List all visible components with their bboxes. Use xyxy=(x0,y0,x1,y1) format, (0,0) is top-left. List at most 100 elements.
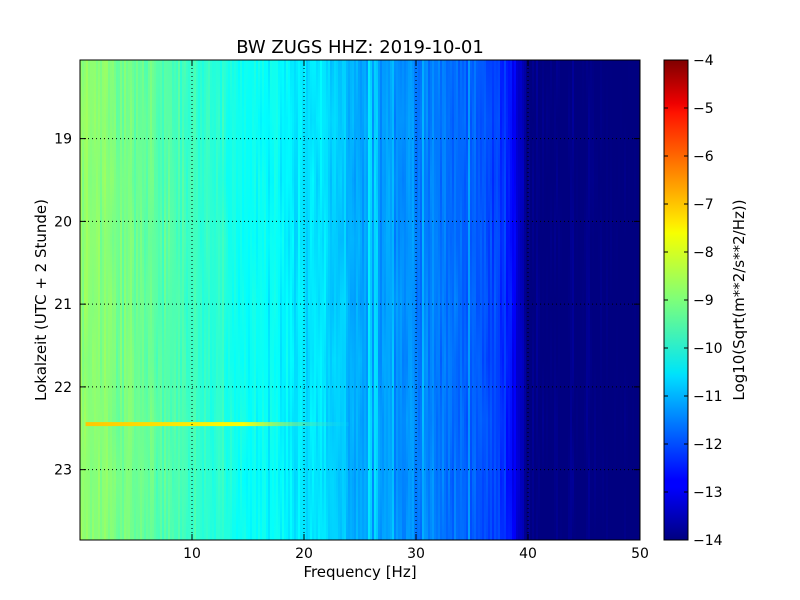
heatmap-strip xyxy=(544,60,547,540)
transient-event xyxy=(85,422,349,427)
heatmap-strip xyxy=(616,60,619,540)
heatmap-strip xyxy=(466,60,469,540)
heatmap-strip xyxy=(224,60,227,540)
chart-title: BW ZUGS HHZ: 2019-10-01 xyxy=(236,37,484,58)
heatmap-strip xyxy=(226,60,229,540)
heatmap-strip xyxy=(336,60,339,540)
heatmap-strip xyxy=(478,60,481,540)
heatmap-strip xyxy=(446,60,449,540)
heatmap-strip xyxy=(468,60,471,540)
heatmap-strip xyxy=(326,60,329,540)
heatmap-strip xyxy=(124,60,127,540)
heatmap-strip xyxy=(612,60,615,540)
heatmap-strip xyxy=(524,60,527,540)
heatmap-strip xyxy=(290,60,293,540)
heatmap-strip xyxy=(328,60,331,540)
heatmap-strip xyxy=(180,60,183,540)
heatmap-strip xyxy=(416,60,419,540)
heatmap-strip xyxy=(156,60,159,540)
heatmap-strip xyxy=(412,60,415,540)
heatmap-strip xyxy=(580,60,583,540)
colorbar-tick-label: −14 xyxy=(693,533,723,549)
heatmap-strip xyxy=(518,60,521,540)
heatmap-strip xyxy=(638,60,640,540)
heatmap-strip xyxy=(106,60,109,540)
heatmap-strip xyxy=(602,60,605,540)
heatmap-strip xyxy=(96,60,99,540)
y-tick-label: 21 xyxy=(54,297,72,313)
heatmap-strip xyxy=(502,60,505,540)
heatmap-strip xyxy=(456,60,459,540)
heatmap-strip xyxy=(430,60,433,540)
heatmap-strip xyxy=(316,60,319,540)
heatmap-strip xyxy=(330,60,333,540)
heatmap-strip xyxy=(564,60,567,540)
heatmap-strip xyxy=(354,60,357,540)
heatmap-strip xyxy=(110,60,113,540)
heatmap-strip xyxy=(306,60,309,540)
heatmap-strip xyxy=(504,60,507,540)
x-tick-label: 30 xyxy=(407,546,425,562)
heatmap-strip xyxy=(598,60,601,540)
x-tick-label: 50 xyxy=(631,546,649,562)
heatmap-strip xyxy=(632,60,635,540)
heatmap-strip xyxy=(208,60,211,540)
heatmap-strip xyxy=(294,60,297,540)
heatmap-strip xyxy=(210,60,213,540)
heatmap-strip xyxy=(506,60,509,540)
colorbar-tick-label: −10 xyxy=(693,341,723,357)
heatmap-strip xyxy=(220,60,223,540)
heatmap-strip xyxy=(132,60,135,540)
heatmap-strip xyxy=(280,60,283,540)
heatmap-strip xyxy=(624,60,627,540)
heatmap-strip xyxy=(594,60,597,540)
heatmap-strip xyxy=(470,60,473,540)
colorbar-tick-label: −6 xyxy=(693,149,714,165)
heatmap-strip xyxy=(184,60,187,540)
heatmap-strip xyxy=(148,60,151,540)
heatmap-strip xyxy=(202,60,205,540)
y-tick-label: 22 xyxy=(54,380,72,396)
heatmap-strip xyxy=(406,60,409,540)
heatmap-strip xyxy=(318,60,321,540)
heatmap-strip xyxy=(600,60,603,540)
heatmap-strip xyxy=(104,60,107,540)
heatmap-strip xyxy=(448,60,451,540)
heatmap-strip xyxy=(568,60,571,540)
heatmap-strip xyxy=(550,60,553,540)
heatmap-strip xyxy=(454,60,457,540)
heatmap-strip xyxy=(410,60,413,540)
heatmap-strip xyxy=(222,60,225,540)
heatmap-strip xyxy=(320,60,323,540)
heatmap-strip xyxy=(622,60,625,540)
heatmap-strip xyxy=(362,60,365,540)
heatmap-strip xyxy=(162,60,165,540)
heatmap-strip xyxy=(586,60,589,540)
heatmap-strip xyxy=(500,60,503,540)
heatmap-strip xyxy=(546,60,549,540)
heatmap-strip xyxy=(436,60,439,540)
heatmap-strip xyxy=(450,60,453,540)
heatmap-strip xyxy=(258,60,261,540)
heatmap-strip xyxy=(340,60,343,540)
heatmap-strip xyxy=(618,60,621,540)
heatmap-strip xyxy=(366,60,369,540)
heatmap-strip xyxy=(368,60,371,540)
heatmap-strip xyxy=(432,60,435,540)
heatmap-strip xyxy=(560,60,563,540)
heatmap-strip xyxy=(372,60,375,540)
heatmap-strip xyxy=(418,60,421,540)
heatmap-strip xyxy=(474,60,477,540)
heatmap-strip xyxy=(260,60,263,540)
heatmap-strip xyxy=(122,60,125,540)
heatmap-strip xyxy=(472,60,475,540)
heatmap-strip xyxy=(480,60,483,540)
heatmap-strip xyxy=(94,60,97,540)
heatmap-strip xyxy=(592,60,595,540)
heatmap-strip xyxy=(214,60,217,540)
heatmap-strip xyxy=(170,60,173,540)
heatmap-strip xyxy=(314,60,317,540)
heatmap-strip xyxy=(114,60,117,540)
heatmap-strip xyxy=(482,60,485,540)
heatmap-strip xyxy=(400,60,403,540)
